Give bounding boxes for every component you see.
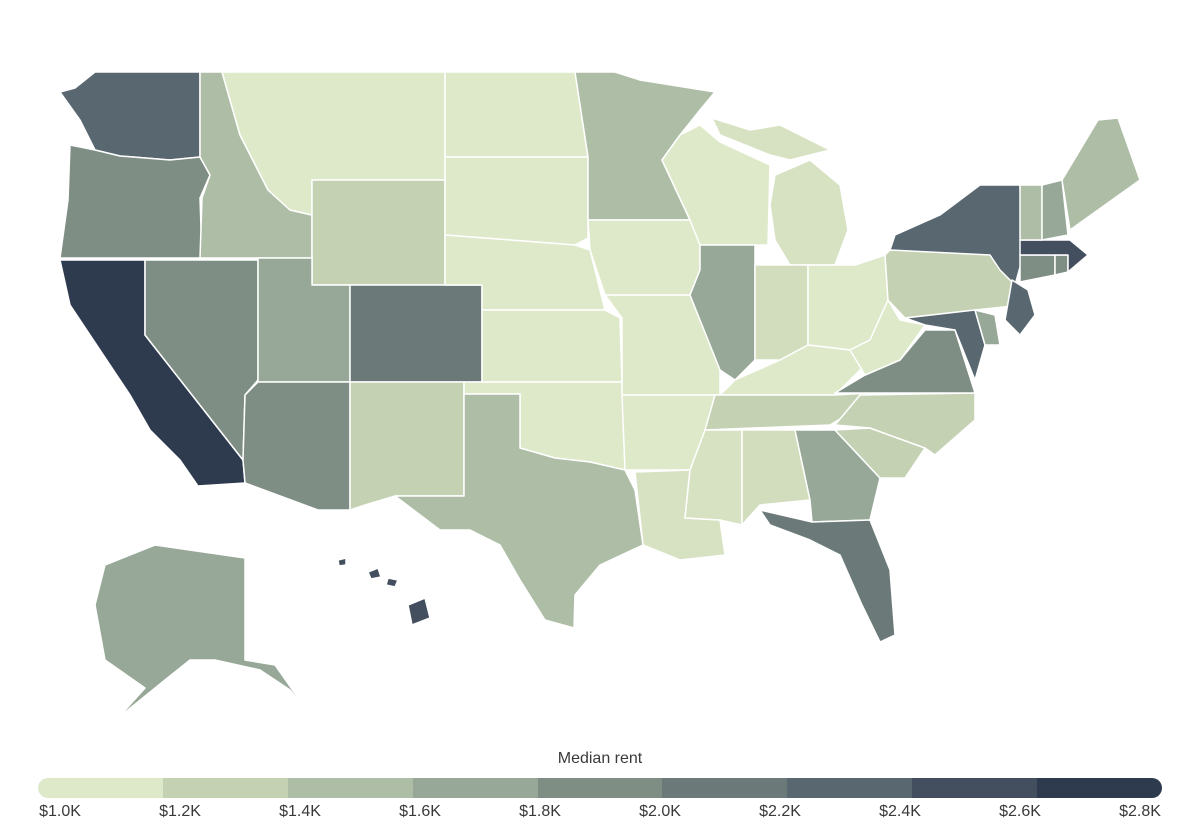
state-SD [444,156,589,246]
legend-tick-label: $2.2K [759,803,801,820]
state-IA [587,219,701,296]
legend-segment [38,778,163,798]
us-choropleth-map [59,71,1141,719]
state-NC [834,392,976,456]
state-AL [741,429,811,526]
state-MI-UP [711,117,831,161]
state-NH [1041,179,1069,241]
legend-color-scale [38,778,1162,798]
state-CT [1019,254,1056,283]
state-WY [311,179,446,286]
state-TX [394,393,644,629]
legend-segment [287,778,413,798]
state-NM [349,381,465,511]
state-MA [1019,239,1089,273]
state-MI [769,159,849,266]
legend-tick-label: $1.2K [159,803,201,820]
state-CO [349,284,483,383]
state-RI [1054,254,1069,276]
legend-segment [412,778,538,798]
legend-title: Median rent [557,750,643,767]
legend-segment [537,778,663,798]
state-AZ [242,381,351,511]
state-HI-2 [367,567,382,580]
state-FL [759,509,896,643]
state-HI [407,597,431,626]
legend-tick-label: $2.4K [879,803,921,820]
legend-tick-label: $1.4K [279,803,321,820]
state-VT [1019,184,1043,241]
state-WV [849,299,926,376]
legend-segment [787,778,913,798]
state-HI-4 [337,557,347,567]
state-WI [661,124,771,246]
legend-segment [662,778,788,798]
legend-tick-label: $2.0K [639,803,681,820]
legend-segment [912,778,1038,798]
state-HI-3 [385,577,399,588]
legend-ticks: $1.0K $1.2K $1.4K $1.6K $1.8K $2.0K $2.2K $2.4K… [0,803,1200,827]
state-NJ [1004,279,1036,336]
legend-tick-label: $2.8K [1119,803,1161,820]
state-IN [754,264,809,361]
state-ME [1061,117,1141,231]
state-AK [94,544,309,719]
legend-segment [162,778,288,798]
legend-tick-label: $1.0K [39,803,81,820]
state-OR [59,144,211,259]
legend-tick-label: $1.8K [519,803,561,820]
legend-segment [1037,778,1162,798]
legend-tick-label: $2.6K [999,803,1041,820]
state-ND [444,71,589,158]
state-KS [481,309,623,383]
state-DE [974,309,1001,346]
legend-tick-label: $1.6K [399,803,441,820]
state-NY [889,184,1023,286]
